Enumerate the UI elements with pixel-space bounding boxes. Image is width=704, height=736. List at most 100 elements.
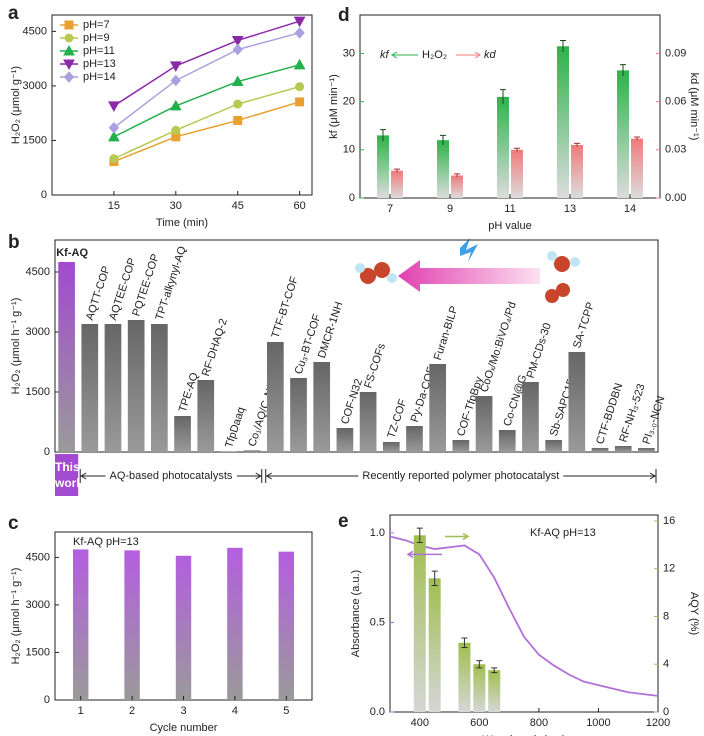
group-label: AQ-based photocatalysts	[110, 470, 233, 482]
y-tick-label: 0.5	[370, 616, 385, 628]
x-tick-label: 4	[232, 705, 238, 717]
label-background	[358, 469, 564, 482]
legend-arrow	[391, 51, 418, 59]
bar	[227, 547, 243, 700]
error-bar	[380, 129, 386, 142]
series-line	[113, 32, 300, 129]
y-axis-title: H₂O₂ (μmol h⁻¹ g⁻¹)	[10, 298, 22, 395]
bar	[428, 578, 441, 712]
y-tick-label: 1.0	[370, 527, 385, 539]
plot-frame	[359, 14, 661, 199]
bar	[452, 440, 470, 452]
x-axis-title: Wavelength (nm)	[482, 734, 565, 736]
y-tick-label: 3000	[26, 599, 50, 611]
error-bar	[461, 637, 468, 649]
bar-label: DMCR-1NH	[316, 300, 346, 360]
bar	[413, 535, 426, 712]
x-tick-label: 1	[78, 705, 84, 717]
annotation: H₂O₂	[422, 49, 447, 61]
y-tick-label: 0	[349, 192, 355, 204]
x-tick-label: 3	[180, 705, 186, 717]
legend-label: pH=7	[83, 19, 110, 31]
bar	[458, 642, 471, 712]
bar	[429, 364, 447, 452]
x-tick-label: 45	[232, 200, 244, 212]
y2-axis-title: kd (μM min⁻¹)	[688, 73, 700, 141]
y-tick-label: 10	[343, 144, 355, 156]
legend-marker	[63, 71, 75, 83]
y-axis-title: Absorbance (a.u.)	[350, 570, 362, 657]
legend-label: pH=9	[83, 32, 110, 44]
bar	[197, 380, 215, 452]
y-tick-label: 20	[343, 96, 355, 108]
y2-tick-label: 0.03	[665, 144, 686, 156]
legend-label: pH=11	[83, 45, 115, 57]
plot-frame	[389, 514, 659, 713]
bar	[631, 138, 643, 198]
group-label-box: This work	[55, 460, 82, 490]
bar	[174, 416, 191, 452]
x-tick-label: 7	[387, 203, 393, 215]
bar-label: FS-COFs	[362, 341, 388, 389]
bar	[617, 70, 629, 198]
x-tick-label: 60	[293, 200, 305, 212]
bar	[359, 392, 377, 452]
y-tick-label: 0	[41, 189, 47, 201]
panel-letter: e	[338, 511, 349, 532]
bar	[124, 550, 140, 700]
bar-label: PM-CDs-30	[525, 321, 554, 379]
legend-marker	[63, 59, 75, 71]
marker	[108, 130, 120, 142]
bar-label: TZ-COF	[385, 398, 409, 440]
bar	[72, 549, 89, 700]
axis-arrow	[445, 532, 470, 541]
y2-axis-title: AQY (%)	[688, 592, 700, 635]
bar	[243, 450, 261, 452]
series-line	[113, 64, 300, 138]
bar	[313, 362, 331, 452]
bar-label: TPE-AQ	[177, 371, 201, 414]
marker	[293, 58, 306, 70]
error-bar	[394, 168, 400, 173]
series-line	[113, 101, 300, 163]
y2-tick-label: 12	[663, 563, 675, 575]
reaction-icon	[355, 238, 580, 303]
bar	[488, 670, 501, 712]
bar	[81, 324, 99, 452]
x-tick-label: 15	[108, 200, 120, 212]
plot-frame	[51, 14, 313, 196]
marker	[233, 115, 243, 125]
x-tick-label: 800	[530, 717, 548, 729]
legend-label: kf	[380, 49, 390, 61]
error-bar	[620, 64, 626, 77]
legend-marker	[64, 33, 74, 43]
bar	[571, 145, 583, 198]
x-tick-label: 1000	[586, 717, 610, 729]
error-bar	[491, 667, 498, 674]
error-bar	[476, 660, 483, 669]
y-tick-label: 3000	[26, 326, 50, 338]
bar-label: Furan-BILP	[432, 305, 461, 362]
y-axis-title: H₂O₂ (μmol h⁻¹ g⁻¹)	[10, 568, 22, 665]
marker	[293, 16, 306, 28]
annotation: Kf-AQ pH=13	[73, 536, 139, 548]
x-tick-label: 1200	[646, 717, 670, 729]
bar	[511, 149, 523, 198]
bar	[545, 440, 562, 452]
bar-label: TTF-BT-COF	[270, 275, 301, 340]
plot-frame	[54, 239, 659, 453]
y2-tick-label: 0.00	[665, 192, 686, 204]
marker	[171, 125, 181, 135]
panel-letter: c	[8, 513, 19, 534]
y2-tick-label: 16	[663, 515, 675, 527]
marker	[109, 154, 119, 164]
x-tick-label: 9	[447, 203, 453, 215]
bar-label: CoOₓ/Mo:BiVO₄/Pd	[478, 300, 519, 393]
marker	[108, 101, 120, 112]
bar	[451, 175, 463, 198]
bar	[278, 551, 295, 700]
y-tick-label: 0	[44, 446, 50, 458]
error-bar	[454, 173, 460, 178]
atom	[387, 273, 397, 283]
